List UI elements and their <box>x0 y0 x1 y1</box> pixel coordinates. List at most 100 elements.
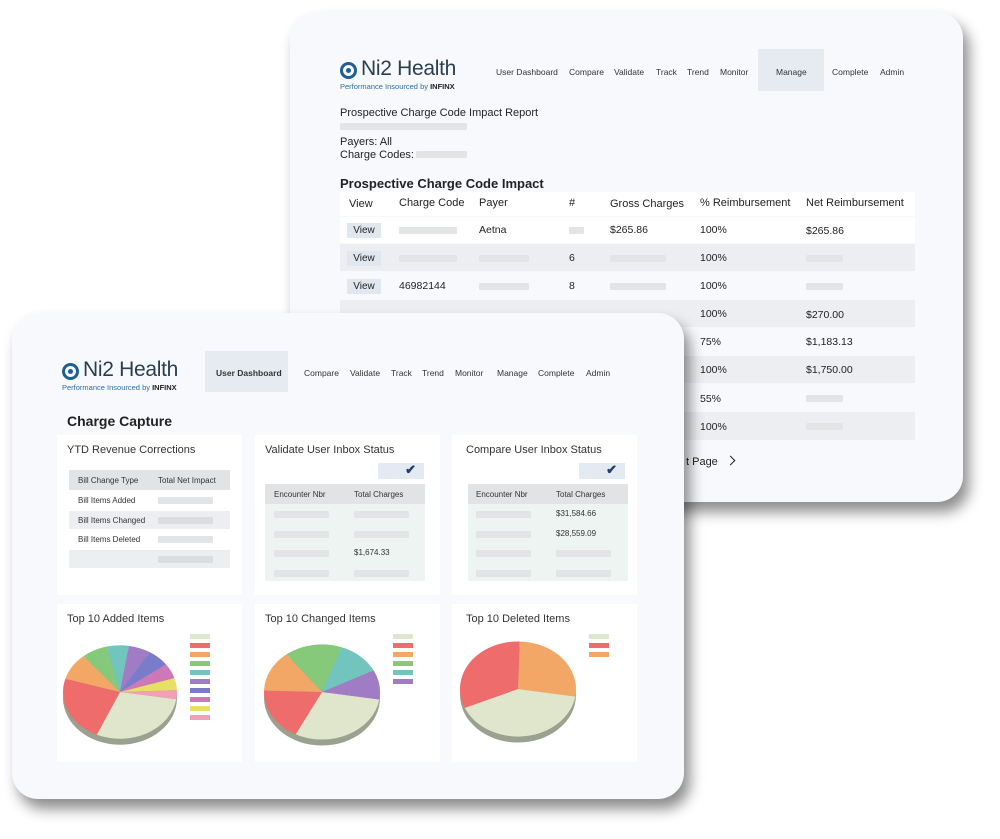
col-encounter-nbr: Encounter Nbr <box>476 490 528 499</box>
pie-slice <box>518 641 576 697</box>
view-button[interactable]: View <box>347 251 381 266</box>
next-page-link[interactable]: t Page <box>686 455 736 468</box>
col-pct-reimbursement: % Reimbursement <box>700 197 791 209</box>
legend-swatch <box>393 670 413 675</box>
pie-slice <box>106 645 129 692</box>
legend-swatch <box>393 661 413 666</box>
pie-slice <box>96 692 177 739</box>
deleted-items-pie-chart <box>460 634 609 743</box>
section-title: Prospective Charge Code Impact <box>340 176 544 191</box>
nav-manage[interactable]: Manage <box>497 368 528 378</box>
pie-slice <box>264 690 322 735</box>
col-count: # <box>569 197 576 209</box>
count-cell: 8 <box>569 280 575 292</box>
nav-active-highlight <box>205 351 288 392</box>
next-page-label: t Page <box>686 456 718 468</box>
nav-validate[interactable]: Validate <box>614 67 645 77</box>
legend-swatch <box>589 652 609 657</box>
pct-cell: 55% <box>700 393 722 405</box>
ytd-value-placeholder <box>158 536 213 543</box>
legend-swatch <box>190 715 210 720</box>
nav-user-dashboard[interactable]: User Dashboard <box>216 368 282 378</box>
pie-slice <box>460 641 520 708</box>
nav-track[interactable]: Track <box>391 368 412 378</box>
nav-track[interactable]: Track <box>656 67 677 77</box>
charge-codes-label: Charge Codes: <box>340 149 414 161</box>
report-title: Prospective Charge Code Impact Report <box>340 107 539 119</box>
validate-inbox-panel: Validate User Inbox Status ✔ Encounter N… <box>255 435 440 595</box>
ytd-value-placeholder <box>158 556 213 563</box>
top-changed-chart-panel: Top 10 Changed Items <box>255 604 440 762</box>
panel-title: Validate User Inbox Status <box>265 444 395 456</box>
changed-items-pie-chart <box>264 634 413 746</box>
net-placeholder <box>806 395 843 402</box>
nav-monitor[interactable]: Monitor <box>720 67 749 77</box>
ni2-logo-icon <box>62 363 79 380</box>
gross-cell: $265.86 <box>610 224 648 236</box>
pie-slice <box>286 644 342 692</box>
nav-compare[interactable]: Compare <box>569 67 604 77</box>
net-cell: $1,750.00 <box>806 364 853 376</box>
ytd-row-label: Bill Items Deleted <box>78 535 141 544</box>
compare-status-toggle[interactable]: ✔ <box>579 462 625 479</box>
nav-complete[interactable]: Complete <box>832 67 869 77</box>
net-placeholder <box>806 283 843 290</box>
col-bill-change-type: Bill Change Type <box>78 476 139 485</box>
logo-tagline: Performance Insourced by INFINX <box>62 383 177 392</box>
pie-slice <box>120 652 167 692</box>
nav-manage[interactable]: Manage <box>776 67 807 77</box>
nav-validate[interactable]: Validate <box>350 368 381 378</box>
legend-swatch <box>393 643 413 648</box>
ytd-row-label: Bill Items Added <box>78 496 136 505</box>
count-cell: 6 <box>569 252 575 264</box>
charges-cell: $28,559.09 <box>556 529 597 538</box>
pie-slice <box>322 670 380 700</box>
check-icon: ✔ <box>405 462 416 477</box>
panel-title: YTD Revenue Corrections <box>67 444 196 456</box>
pie-slice <box>83 646 120 692</box>
nav-trend[interactable]: Trend <box>422 368 444 378</box>
legend-swatch <box>190 688 210 693</box>
legend-swatch <box>190 643 210 648</box>
pie-slice <box>264 654 322 692</box>
pct-cell: 100% <box>700 421 727 433</box>
validate-table-header <box>265 484 425 504</box>
impact-table-header: View Charge Code Payer # Gross Charges %… <box>340 192 915 216</box>
charges-placeholder <box>354 531 409 538</box>
view-button[interactable]: View <box>347 223 381 238</box>
chart-title: Top 10 Changed Items <box>265 613 376 625</box>
legend-swatch <box>190 661 210 666</box>
validate-status-toggle[interactable]: ✔ <box>378 462 424 479</box>
legend-swatch <box>190 706 210 711</box>
pct-cell: 100% <box>700 364 727 376</box>
report-date-placeholder <box>340 123 467 130</box>
encounter-placeholder <box>476 511 531 518</box>
compare-table-header <box>468 484 628 504</box>
check-icon: ✔ <box>606 462 617 477</box>
nav-user-dashboard[interactable]: User Dashboard <box>496 67 558 77</box>
payers-label: Payers: All <box>340 136 392 148</box>
col-net-reimbursement: Net Reimbursement <box>806 197 904 209</box>
net-cell: $1,183.13 <box>806 336 853 348</box>
nav-admin[interactable]: Admin <box>586 368 611 378</box>
legend-swatch <box>589 634 609 639</box>
legend-swatch <box>190 697 210 702</box>
count-placeholder <box>569 227 584 234</box>
added-items-pie-chart <box>62 634 210 745</box>
col-charge-code: Charge Code <box>399 197 465 209</box>
col-encounter-nbr: Encounter Nbr <box>274 490 326 499</box>
view-button[interactable]: View <box>347 279 381 294</box>
col-gross-charges: Gross Charges <box>610 198 684 210</box>
gross-placeholder <box>610 283 666 290</box>
nav-compare[interactable]: Compare <box>304 368 339 378</box>
pie-slice <box>120 690 177 700</box>
logo-tagline: Performance Insourced by INFINX <box>340 82 455 91</box>
nav-complete[interactable]: Complete <box>538 368 575 378</box>
chevron-right-icon <box>725 455 736 466</box>
encounter-placeholder <box>274 511 329 518</box>
nav-monitor[interactable]: Monitor <box>455 368 484 378</box>
legend-swatch <box>190 670 210 675</box>
nav-trend[interactable]: Trend <box>687 67 709 77</box>
top-added-chart-panel: Top 10 Added Items <box>57 604 242 762</box>
nav-admin[interactable]: Admin <box>880 67 905 77</box>
